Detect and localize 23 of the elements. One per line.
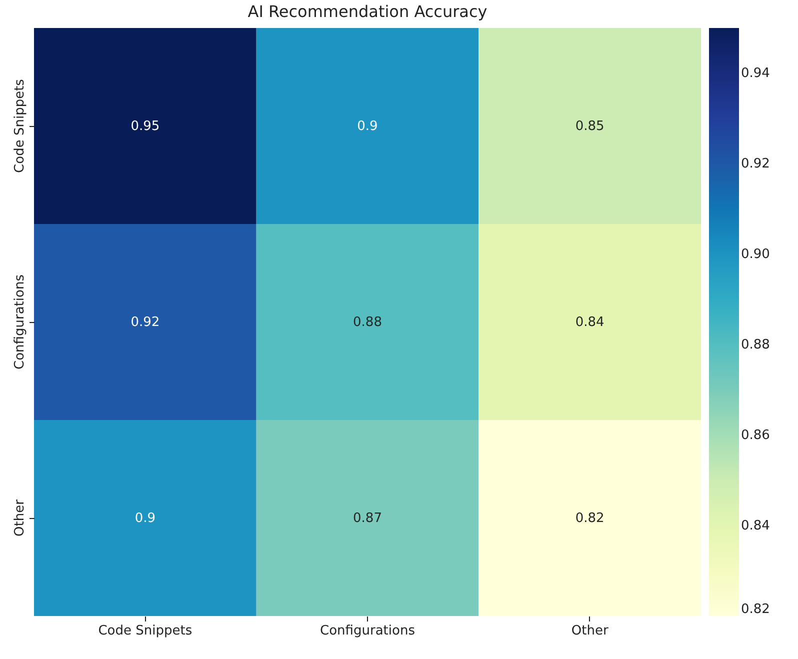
- color-bar-label: 0.88: [741, 338, 770, 353]
- color-bar-label: 0.84: [741, 518, 770, 534]
- data-label: 0.88: [353, 315, 382, 330]
- color-bar-label: 0.92: [741, 156, 770, 172]
- data-label: 0.87: [353, 511, 382, 526]
- data-label: 0.95: [130, 119, 160, 134]
- color-bar-label: 0.82: [741, 602, 770, 617]
- data-label: 0.85: [575, 119, 604, 134]
- data-label: 0.92: [130, 315, 160, 330]
- x-tick-label: Code Snippets: [98, 624, 192, 638]
- x-tick-label: Other: [571, 624, 609, 638]
- x-tick-label: Configurations: [320, 624, 416, 638]
- data-label: 0.9: [357, 119, 378, 134]
- y-tick-label: Configurations: [12, 274, 28, 370]
- y-tick-label: Code Snippets: [12, 78, 28, 173]
- chart-title: AI Recommendation Accuracy: [248, 2, 488, 21]
- data-label: 0.9: [134, 511, 156, 526]
- color-bar-label: 0.90: [741, 247, 770, 262]
- color-bar-label: 0.94: [741, 66, 770, 82]
- data-label: 0.84: [575, 315, 604, 330]
- data-label: 0.82: [575, 511, 604, 526]
- y-tick-label: Other: [12, 498, 28, 536]
- color-bar-label: 0.86: [741, 428, 770, 444]
